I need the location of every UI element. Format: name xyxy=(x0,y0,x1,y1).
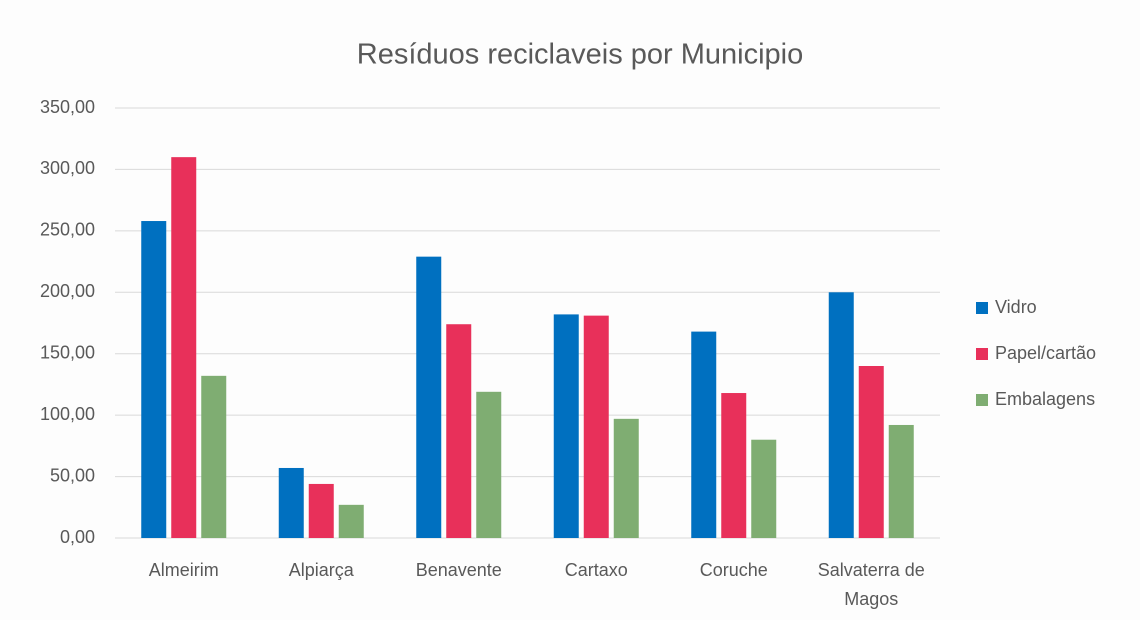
bar xyxy=(171,157,197,538)
legend-label: Papel/cartão xyxy=(995,343,1096,363)
y-tick-label: 250,00 xyxy=(40,220,95,240)
x-tick-label: Coruche xyxy=(700,560,768,580)
x-tick-label: Benavente xyxy=(416,560,502,580)
bar xyxy=(583,315,609,538)
bar xyxy=(476,391,502,538)
y-tick-label: 200,00 xyxy=(40,281,95,301)
bar xyxy=(416,256,442,538)
legend-label: Embalagens xyxy=(995,389,1095,409)
bar xyxy=(553,314,579,538)
legend-label: Vidro xyxy=(995,297,1037,317)
legend-swatch xyxy=(976,394,988,406)
bar xyxy=(308,483,334,538)
bar xyxy=(858,366,884,538)
x-tick-label: Almeirim xyxy=(149,560,219,580)
legend-swatch xyxy=(976,348,988,360)
bar xyxy=(201,375,227,538)
bar xyxy=(828,292,854,538)
y-tick-label: 0,00 xyxy=(60,527,95,547)
bar xyxy=(888,424,914,538)
bar xyxy=(278,467,304,538)
y-tick-label: 350,00 xyxy=(40,97,95,117)
chart-title: Resíduos reciclaveis por Municipio xyxy=(357,39,803,71)
y-tick-label: 50,00 xyxy=(50,465,95,485)
bar xyxy=(141,221,167,538)
y-tick-label: 100,00 xyxy=(40,404,95,424)
y-tick-label: 150,00 xyxy=(40,342,95,362)
bar xyxy=(721,393,747,538)
x-tick-label: Alpiarça xyxy=(289,560,355,580)
x-tick-label: Salvaterra de Magos xyxy=(818,560,925,609)
bar xyxy=(691,331,717,538)
bar xyxy=(338,504,364,538)
x-tick-label: Cartaxo xyxy=(565,560,628,580)
bar xyxy=(446,324,472,538)
legend-swatch xyxy=(976,302,988,314)
bar xyxy=(613,418,639,538)
bar xyxy=(751,439,777,538)
y-tick-label: 300,00 xyxy=(40,158,95,178)
